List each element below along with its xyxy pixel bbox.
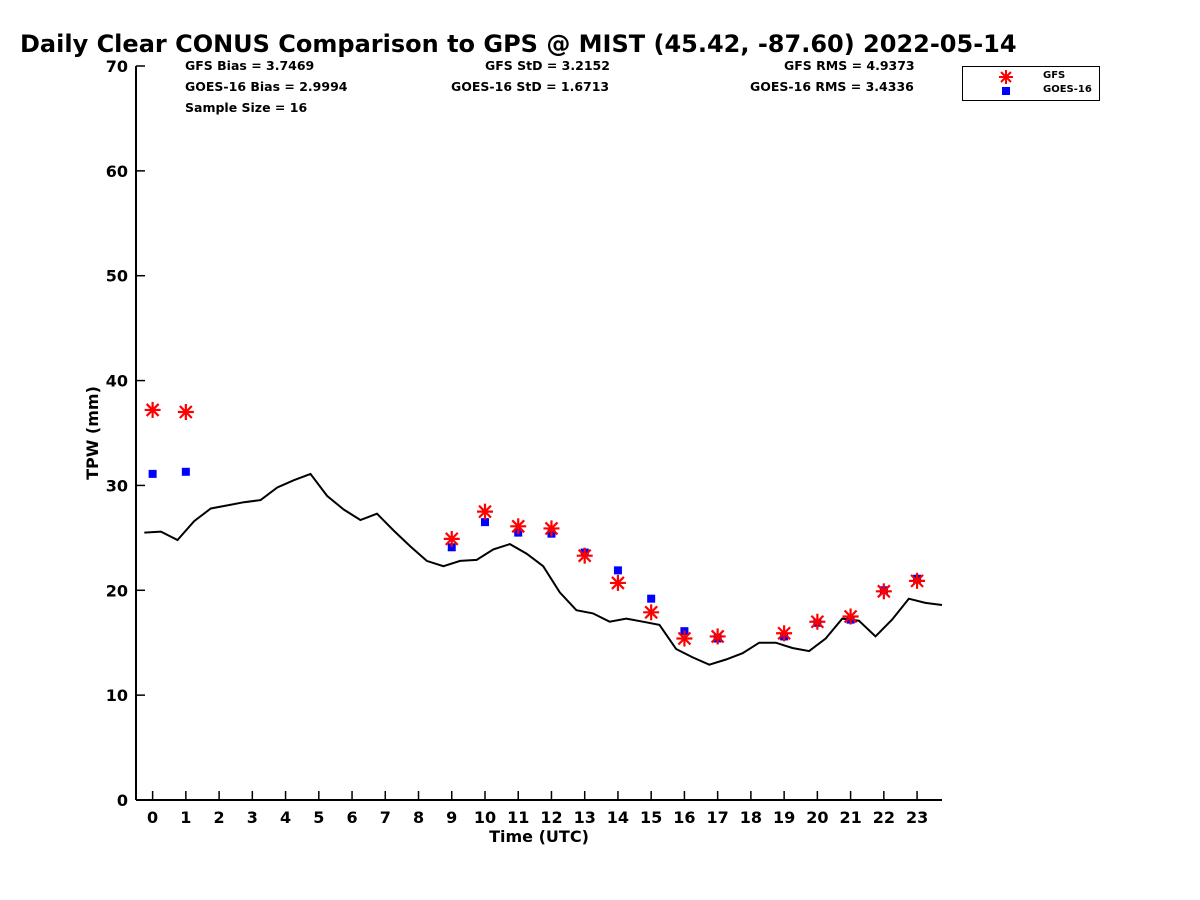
- x-tick-label: 15: [640, 808, 662, 827]
- goes-16-point: [447, 543, 456, 552]
- x-tick-label: 17: [707, 808, 729, 827]
- gfs-rms-stat: GFS RMS = 4.9373: [784, 58, 915, 73]
- gfs-point: [177, 404, 194, 421]
- x-axis-label: Time (UTC): [489, 827, 589, 846]
- x-tick-label: 23: [906, 808, 928, 827]
- y-tick-label: 50: [106, 267, 128, 286]
- gps-series-line: [144, 472, 943, 666]
- gfs-point: [576, 547, 593, 564]
- gfs-point-stroke: [910, 574, 924, 588]
- gfs-point: [875, 583, 892, 600]
- x-tick-label: 10: [474, 808, 496, 827]
- goes-16-point: [148, 469, 157, 478]
- x-tick-label: 9: [446, 808, 457, 827]
- gfs-point-stroke: [611, 576, 625, 590]
- x-tick-label: 13: [574, 808, 596, 827]
- gfs-point-stroke: [877, 584, 891, 599]
- gfs-point-stroke: [444, 532, 459, 546]
- x-tick-label: 7: [380, 808, 391, 827]
- gfs-point: [609, 574, 626, 591]
- gfs-point: [676, 630, 693, 647]
- gfs-std-stat: GFS StD = 3.2152: [485, 58, 610, 73]
- gfs-point-stroke: [478, 504, 492, 519]
- goes-bias-stat: GOES-16 Bias = 2.9994: [185, 79, 348, 94]
- x-tick-label: 3: [247, 808, 258, 827]
- gfs-point-stroke: [145, 403, 160, 417]
- x-tick-label: 14: [607, 808, 629, 827]
- x-tick-label: 11: [507, 808, 529, 827]
- gfs-point-stroke: [843, 609, 858, 624]
- gfs-point: [144, 401, 161, 418]
- gfs-point-stroke: [577, 548, 592, 563]
- gfs-point-stroke: [511, 519, 526, 534]
- gfs-legend-marker: [999, 70, 1013, 84]
- y-tick-label: 30: [106, 476, 128, 495]
- chart-legend: GFS GOES-16: [962, 66, 1100, 101]
- goes-std-stat: GOES-16 StD = 1.6713: [451, 79, 610, 94]
- goes-16-point: [613, 566, 622, 575]
- x-tick-label: 18: [740, 808, 762, 827]
- goes-rms-stat: GOES-16 RMS = 3.4336: [750, 79, 914, 94]
- gfs-point-stroke: [810, 614, 825, 629]
- x-tick-label: 19: [773, 808, 795, 827]
- goes-legend-label: GOES-16: [1043, 84, 1092, 95]
- x-tick-label: 0: [147, 808, 158, 827]
- chart-title: Daily Clear CONUS Comparison to GPS @ MI…: [20, 30, 1017, 58]
- x-tick-label: 16: [673, 808, 695, 827]
- x-tick-label: 22: [873, 808, 895, 827]
- x-tick-label: 4: [280, 808, 291, 827]
- gfs-bias-stat: GFS Bias = 3.7469: [185, 58, 315, 73]
- gfs-point-stroke: [710, 629, 725, 644]
- gfs-point: [643, 604, 660, 621]
- y-tick-label: 10: [106, 686, 128, 705]
- x-tick-label: 5: [313, 808, 324, 827]
- gfs-point: [476, 503, 493, 520]
- x-tick-label: 2: [214, 808, 225, 827]
- gfs-point: [842, 608, 859, 625]
- x-tick-label: 12: [540, 808, 562, 827]
- sample-size-stat: Sample Size = 16: [185, 100, 308, 115]
- x-tick-label: 1: [180, 808, 191, 827]
- gfs-point: [776, 625, 793, 642]
- gfs-point-stroke: [777, 626, 791, 641]
- goes-16-point: [647, 594, 656, 603]
- gfs-point-stroke: [179, 405, 193, 419]
- gfs-point-stroke: [544, 521, 559, 536]
- x-tick-label: 20: [806, 808, 828, 827]
- x-tick-label: 21: [839, 808, 861, 827]
- gfs-point: [443, 530, 460, 547]
- gfs-point-stroke: [644, 605, 658, 620]
- goes-16-point: [181, 467, 190, 476]
- gfs-point: [543, 520, 560, 537]
- y-tick-label: 20: [106, 581, 128, 600]
- x-tick-label: 6: [346, 808, 357, 827]
- y-tick-label: 0: [117, 791, 128, 810]
- y-tick-label: 40: [106, 372, 128, 391]
- y-tick-label: 70: [106, 57, 128, 76]
- gfs-point: [709, 628, 726, 645]
- gfs-legend-label: GFS: [1043, 70, 1066, 81]
- gfs-point: [809, 613, 826, 630]
- x-tick-label: 8: [413, 808, 424, 827]
- y-axis-label: TPW (mm): [83, 386, 102, 480]
- gfs-point: [510, 518, 527, 535]
- goes-legend-marker: [1002, 87, 1010, 95]
- goes-16-point: [480, 518, 489, 527]
- y-tick-label: 60: [106, 162, 128, 181]
- gfs-point: [909, 572, 926, 589]
- gfs-point-stroke: [677, 631, 692, 646]
